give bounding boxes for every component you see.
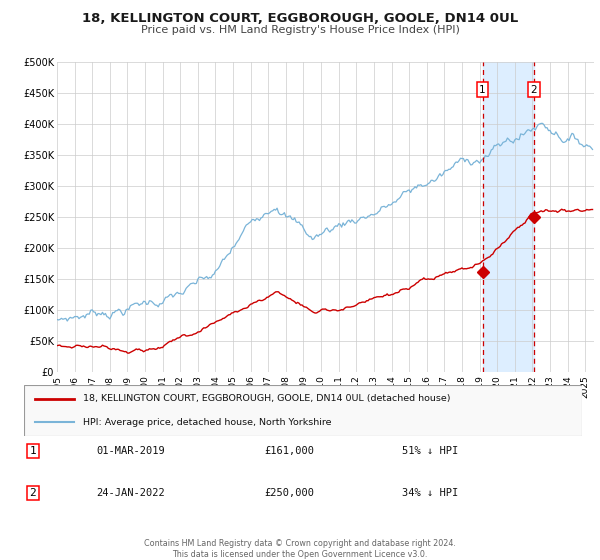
Bar: [482, 62, 533, 372]
Text: This data is licensed under the Open Government Licence v3.0.: This data is licensed under the Open Gov…: [172, 550, 428, 559]
Text: 01-MAR-2019: 01-MAR-2019: [96, 446, 165, 456]
Text: 1: 1: [479, 85, 486, 95]
Text: 51% ↓ HPI: 51% ↓ HPI: [402, 446, 458, 456]
Text: 18, KELLINGTON COURT, EGGBOROUGH, GOOLE, DN14 0UL: 18, KELLINGTON COURT, EGGBOROUGH, GOOLE,…: [82, 12, 518, 25]
Text: 1: 1: [29, 446, 37, 456]
Text: HPI: Average price, detached house, North Yorkshire: HPI: Average price, detached house, Nort…: [83, 418, 331, 427]
Text: 18, KELLINGTON COURT, EGGBOROUGH, GOOLE, DN14 0UL (detached house): 18, KELLINGTON COURT, EGGBOROUGH, GOOLE,…: [83, 394, 450, 403]
FancyBboxPatch shape: [24, 385, 582, 436]
Text: Price paid vs. HM Land Registry's House Price Index (HPI): Price paid vs. HM Land Registry's House …: [140, 25, 460, 35]
Text: £250,000: £250,000: [264, 488, 314, 498]
Text: 34% ↓ HPI: 34% ↓ HPI: [402, 488, 458, 498]
Text: 24-JAN-2022: 24-JAN-2022: [96, 488, 165, 498]
Text: Contains HM Land Registry data © Crown copyright and database right 2024.: Contains HM Land Registry data © Crown c…: [144, 539, 456, 548]
Text: 2: 2: [29, 488, 37, 498]
Text: £161,000: £161,000: [264, 446, 314, 456]
Text: 2: 2: [530, 85, 537, 95]
